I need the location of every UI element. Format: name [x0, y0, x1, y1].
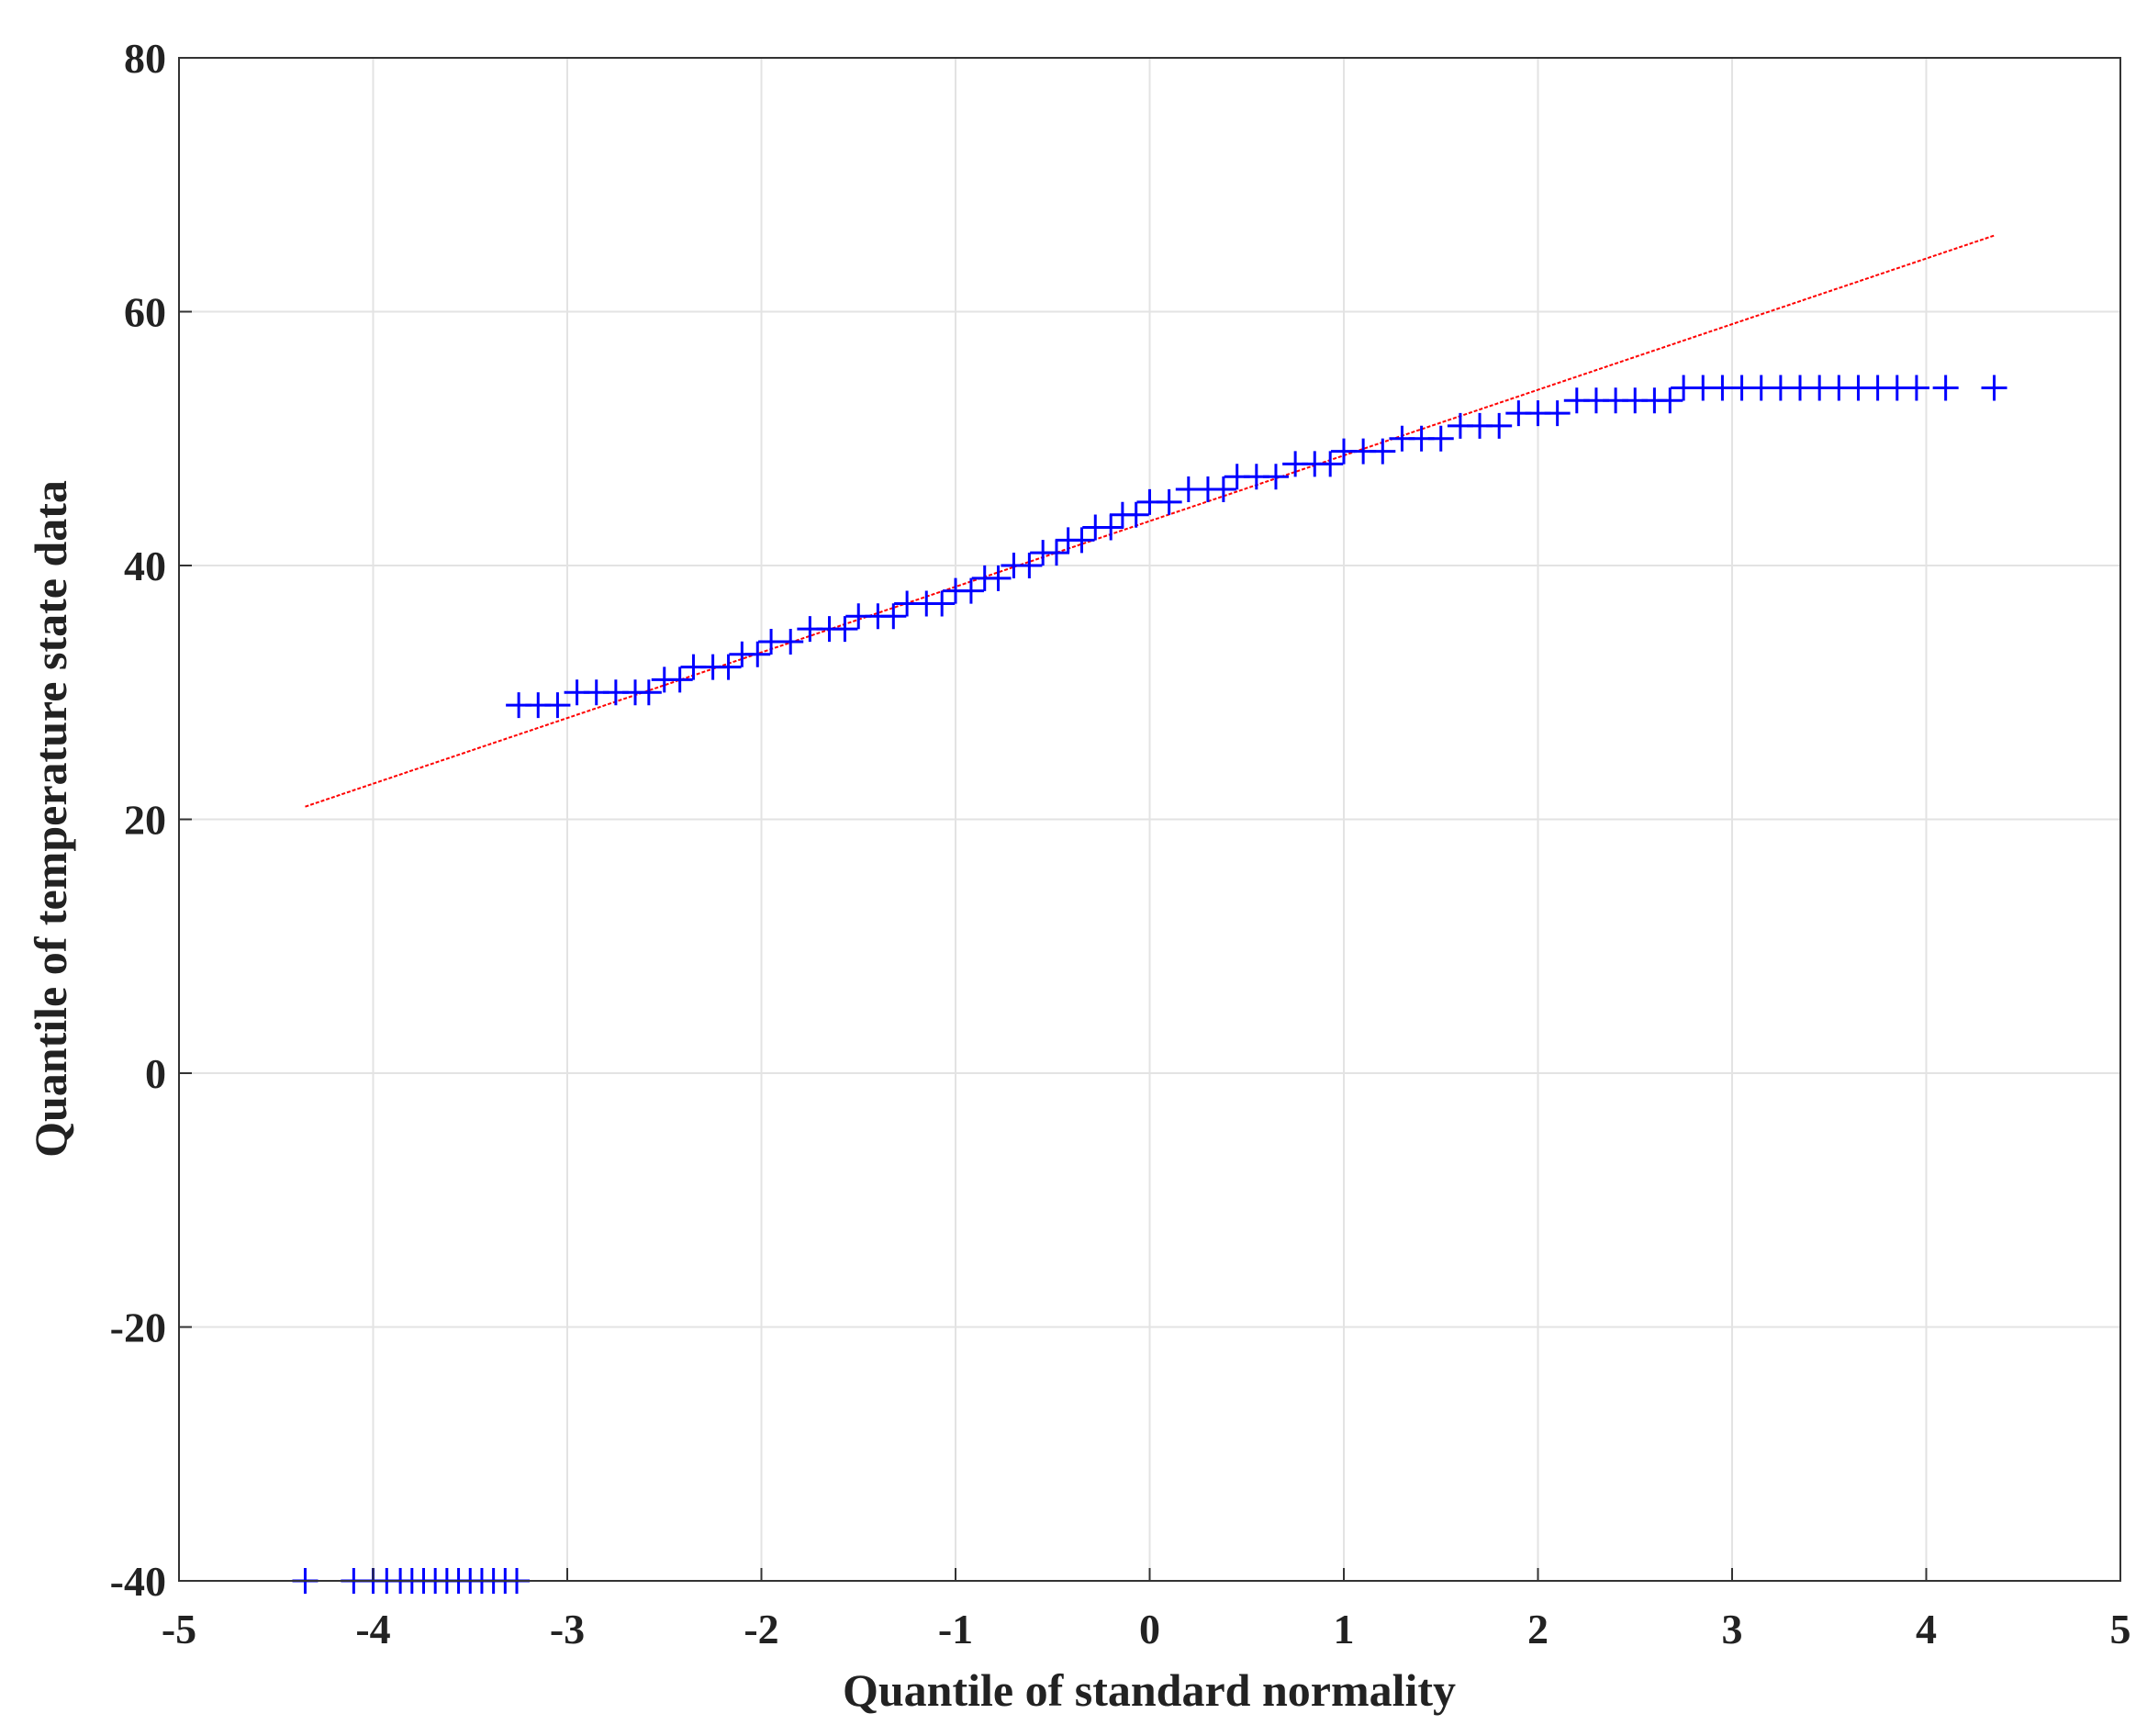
x-tick-label: -1 [938, 1606, 973, 1652]
x-tick-label: -4 [355, 1606, 390, 1652]
y-tick-label: 60 [124, 289, 166, 336]
data-point [715, 654, 742, 680]
y-tick-label: -20 [110, 1305, 166, 1351]
y-tick-label: -40 [110, 1558, 166, 1605]
x-tick-label: -5 [162, 1606, 196, 1652]
data-point [957, 577, 984, 604]
data-point [635, 679, 662, 706]
x-tick-label: 3 [1722, 1606, 1743, 1652]
ticks: -5 -4 -3 -2 -1 0 1 2 3 4 5 -40 -20 0 20 40 60 80 [110, 35, 2131, 1652]
data-point [777, 628, 804, 655]
x-tick-label: 0 [1139, 1606, 1160, 1652]
data-point [1657, 387, 1683, 414]
data-point [880, 603, 907, 630]
data-point [1981, 375, 2007, 401]
data-point [1262, 464, 1289, 490]
data-point [1098, 514, 1124, 541]
data-point [1427, 425, 1454, 452]
data-point [1123, 501, 1149, 528]
x-tick-label: -2 [744, 1606, 778, 1652]
data-point [1932, 375, 1959, 401]
x-tick-label: 1 [1334, 1606, 1355, 1652]
x-tick-label: 5 [2110, 1606, 2131, 1652]
data-point [1903, 375, 1929, 401]
x-tick-label: 2 [1527, 1606, 1549, 1652]
data-point [1370, 438, 1396, 465]
data-point [544, 692, 571, 719]
y-tick-label: 40 [124, 543, 166, 589]
y-tick-label: 20 [124, 797, 166, 844]
data-point [1016, 553, 1043, 578]
data-point [1210, 476, 1236, 503]
data-point [1544, 400, 1571, 427]
x-axis-title: Quantile of standard normality [843, 1664, 1456, 1716]
y-tick-label: 0 [145, 1050, 166, 1097]
data-point [832, 616, 858, 643]
data-point [1317, 451, 1344, 477]
data-point [744, 641, 771, 667]
data-point [1068, 527, 1095, 554]
data-point [929, 590, 956, 617]
data-point [666, 666, 693, 693]
y-tick-label: 80 [124, 35, 166, 82]
x-tick-label: -3 [550, 1606, 585, 1652]
data-point [985, 565, 1012, 591]
data-point [1486, 412, 1513, 439]
y-axis-title: Quantile of temperature state data [25, 480, 76, 1158]
grid [178, 57, 2121, 1582]
data-point [1156, 488, 1182, 515]
data-point [1043, 540, 1069, 566]
x-tick-label: 4 [1916, 1606, 1937, 1652]
